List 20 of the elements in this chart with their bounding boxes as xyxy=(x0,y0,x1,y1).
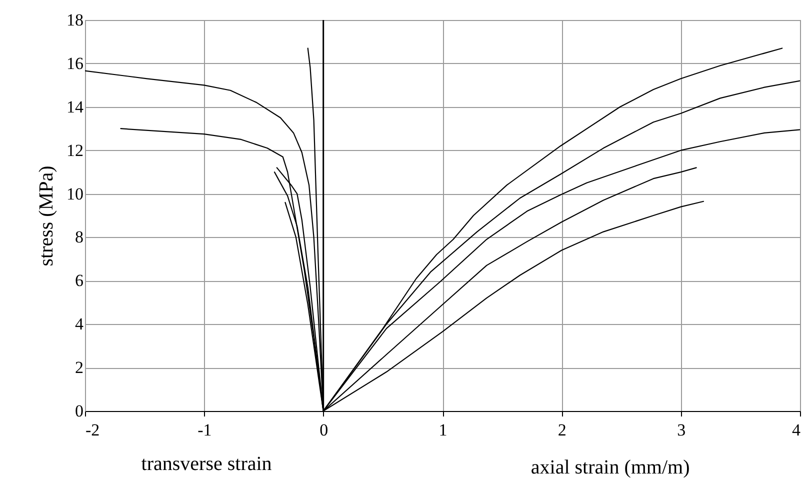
y-tick-label: 4 xyxy=(75,314,84,334)
y-tick-label: 10 xyxy=(66,184,84,204)
y-tick-label: 2 xyxy=(75,358,84,378)
x-tick-label: 0 xyxy=(320,420,328,440)
y-tick-label: 18 xyxy=(66,10,84,30)
y-axis-title: stress (MPa) xyxy=(36,166,58,266)
x-axis-title: axial strain (mm/m) xyxy=(530,456,690,478)
y-tick-label: 14 xyxy=(66,97,84,116)
x-tick-label: -1 xyxy=(198,420,212,440)
y-tick-label: 8 xyxy=(75,228,84,247)
x-tick-label: 3 xyxy=(677,420,686,440)
y-tick-label: 12 xyxy=(66,140,84,160)
text: transverse strain xyxy=(141,453,272,475)
y-tick-label: 0 xyxy=(75,402,84,420)
y-tick-label: 6 xyxy=(75,271,84,290)
x-tick-label: 4 xyxy=(792,420,801,440)
x-tick-label: 1 xyxy=(438,420,448,440)
y-tick-label: 16 xyxy=(66,54,84,73)
x-tick-label: 2 xyxy=(558,420,566,440)
x-tick-label: -2 xyxy=(86,420,100,440)
